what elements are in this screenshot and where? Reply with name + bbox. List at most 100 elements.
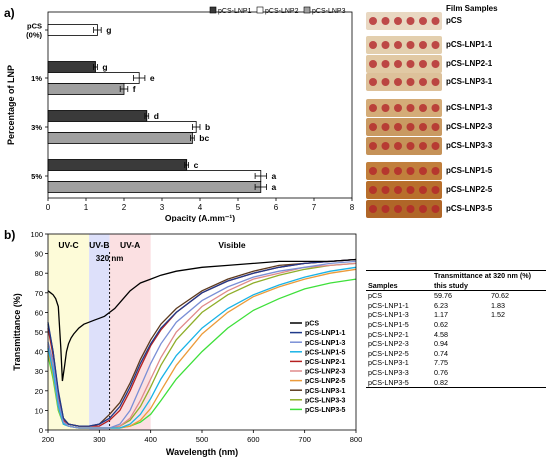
film-logo-mark — [431, 78, 440, 86]
bar — [47, 159, 188, 171]
legend-label: pCS-LNP2-5 — [305, 378, 346, 385]
bar — [47, 110, 148, 122]
table-cell-transmittance: 0.62 — [434, 319, 448, 329]
table-cell-transmittance: 0.76 — [434, 367, 448, 377]
significance-letter: bc — [199, 133, 209, 143]
table-cell-this-study — [489, 368, 546, 378]
film-sample-label: pCS-LNP1-3 — [446, 103, 493, 112]
film-sample-swatch — [366, 73, 442, 91]
table-cell-sample: pCS-LNP1-1 — [368, 300, 409, 310]
x-tick-label: 7 — [312, 203, 317, 212]
table-header-this-study: this study — [434, 280, 468, 290]
film-logo-mark — [381, 205, 390, 213]
y-axis-label: Transmittance (%) — [12, 293, 22, 371]
table-cell-this-study — [489, 330, 546, 340]
legend-label: pCS-LNP1-5 — [305, 349, 346, 356]
significance-letter: f — [133, 84, 136, 94]
film-sample-swatch — [366, 181, 442, 199]
x-tick-label: 300 — [93, 435, 106, 444]
film-logo-mark — [419, 123, 427, 131]
table-cell-sample: pCS-LNP2-5 — [368, 348, 409, 358]
film-logo-mark — [394, 123, 402, 131]
film-logo-mark — [369, 41, 377, 49]
film-logo-mark — [406, 78, 415, 86]
film-logo-mark — [381, 60, 390, 68]
y-category-label: 5% — [31, 172, 42, 181]
film-logo-mark — [419, 17, 427, 25]
film-logo-mark — [406, 167, 415, 175]
film-logo-mark — [419, 167, 427, 175]
film-logo-mark — [406, 60, 415, 68]
film-logo-mark — [419, 142, 427, 150]
region-label: UV-C — [58, 240, 78, 250]
film-sample-label: pCS — [446, 16, 462, 25]
x-tick-label: 6 — [274, 203, 279, 212]
film-sample-swatch — [366, 137, 442, 155]
x-tick-label: 1 — [84, 203, 89, 212]
film-logo-mark — [394, 60, 402, 68]
table-cell-transmittance: 1.17 — [434, 310, 448, 320]
table-cell-transmittance: 7.75 — [434, 358, 448, 368]
x-tick-label: 0 — [46, 203, 51, 212]
x-tick-label: 200 — [42, 435, 55, 444]
legend-label: pCS-LNP2-1 — [305, 359, 346, 366]
y-category-label: pCS — [27, 22, 42, 31]
legend-label: pCS-LNP2-3 — [305, 369, 346, 376]
series-line — [47, 258, 357, 427]
panel-a-letter: a) — [4, 6, 15, 20]
significance-letter: g — [102, 62, 107, 72]
table-header-transmittance-label: Transmittance at 320 nm (%) — [434, 271, 532, 280]
film-logo-mark — [394, 78, 402, 86]
table-row: pCS-LNP2-1 4.58 — [366, 330, 546, 340]
film-logo-mark — [394, 142, 402, 150]
x-tick-label: 5 — [236, 203, 241, 212]
film-logo-mark — [406, 123, 415, 131]
table-row: pCS-LNP3-1 7.75 — [366, 358, 546, 368]
table-row: pCS 59.76 70.62 — [366, 291, 546, 301]
region-label-visible: Visible — [218, 240, 246, 250]
transmittance-line-chart: UV-C UV-B UV-A Visible 320 nm 0 10 20 30 40 50 60 70… — [12, 230, 363, 457]
transmittance-table: Samples Transmittance at 320 nm (%) this… — [366, 270, 546, 389]
film-sample-label: pCS-LNP1-1 — [446, 40, 493, 49]
x-tick-label: 4 — [198, 203, 203, 212]
x-tick-label: 2 — [122, 203, 127, 212]
film-sample-swatch — [366, 12, 442, 30]
x-tick-label: 700 — [298, 435, 311, 444]
film-logo-mark — [394, 186, 402, 194]
x-axis-label: Opacity (A.mm⁻¹) — [165, 213, 235, 222]
x-axis-label: Wavelength (nm) — [166, 447, 238, 457]
significance-letter: a — [272, 182, 277, 192]
film-sample-label: pCS-LNP3-5 — [446, 204, 493, 213]
marker-label: 320 nm — [96, 254, 124, 263]
table-row: pCS-LNP3-5 0.82 — [366, 377, 546, 389]
film-logo-mark — [419, 104, 427, 112]
film-logo-mark — [369, 123, 377, 131]
legend-label: pCS-LNP2 — [265, 8, 299, 15]
film-logo-mark — [369, 104, 377, 112]
y-category-label: 1% — [31, 74, 42, 83]
spectral-region — [109, 234, 151, 430]
y-tick-label: 80 — [35, 269, 43, 278]
table-cell-transmittance: 0.94 — [434, 339, 448, 349]
x-tick-label: 500 — [196, 435, 209, 444]
film-logo-mark — [381, 17, 390, 25]
film-sample-swatch — [366, 162, 442, 180]
film-logo-mark — [431, 167, 440, 175]
film-logo-mark — [369, 186, 377, 194]
film-logo-mark — [431, 205, 440, 213]
bar — [47, 121, 197, 133]
film-logo-mark — [381, 41, 390, 49]
y-tick-label: 30 — [35, 367, 43, 376]
x-tick-label: 600 — [247, 435, 260, 444]
significance-letter: g — [106, 25, 111, 35]
x-tick-label: 3 — [160, 203, 165, 212]
bar — [47, 181, 262, 193]
y-tick-label: 70 — [35, 289, 43, 298]
y-category-label: (0%) — [26, 31, 42, 40]
bar — [47, 132, 193, 144]
legend-swatch — [303, 6, 311, 14]
x-tick-label: 800 — [350, 435, 363, 444]
table-cell-sample: pCS-LNP2-3 — [368, 339, 409, 349]
film-logo-mark — [369, 78, 377, 86]
film-logo-mark — [431, 142, 440, 150]
